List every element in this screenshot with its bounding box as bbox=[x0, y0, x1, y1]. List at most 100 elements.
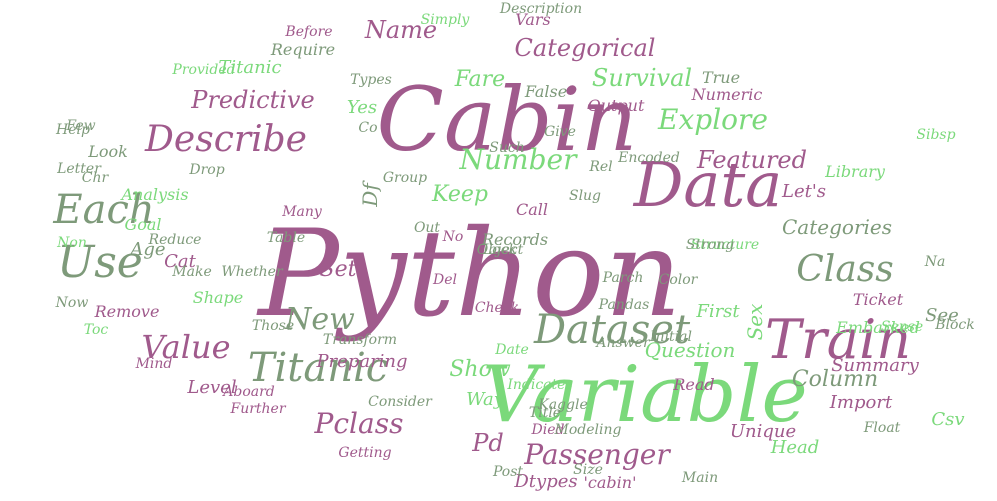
cloud-word: Toc bbox=[83, 322, 109, 338]
cloud-word: Titanic bbox=[218, 57, 282, 78]
cloud-word: Cat bbox=[164, 251, 196, 272]
cloud-word: Now bbox=[55, 295, 89, 311]
cloud-word: Set bbox=[319, 257, 357, 282]
cloud-word: Such bbox=[489, 140, 525, 156]
cloud-word: Shape bbox=[192, 288, 244, 307]
cloud-word: 'cabin' bbox=[583, 473, 637, 492]
cloud-word: Title bbox=[528, 405, 562, 421]
cloud-word: Dtypes bbox=[514, 471, 578, 492]
cloud-word: Float bbox=[863, 420, 901, 436]
cloud-word: Call bbox=[515, 200, 549, 219]
cloud-word: Passenger bbox=[524, 438, 670, 471]
cloud-word: False bbox=[524, 82, 568, 101]
cloud-word: Color bbox=[658, 272, 698, 288]
cloud-word: Pandas bbox=[598, 297, 650, 313]
cloud-word: Preparing bbox=[316, 351, 408, 372]
cloud-word: Question bbox=[644, 338, 736, 362]
cloud-word: Out bbox=[413, 220, 441, 236]
cloud-word: Head bbox=[770, 437, 820, 458]
cloud-word: Simply bbox=[420, 12, 470, 28]
cloud-word: Answer bbox=[596, 335, 650, 351]
cloud-word: Remove bbox=[94, 302, 160, 321]
cloud-word: Drop bbox=[189, 162, 225, 178]
cloud-word: Name bbox=[364, 16, 438, 44]
cloud-word: Consider bbox=[368, 394, 432, 410]
cloud-word: Number bbox=[459, 143, 577, 176]
cloud-word: Predictive bbox=[191, 86, 315, 114]
cloud-word: Level bbox=[187, 377, 237, 398]
cloud-word: Group bbox=[382, 170, 428, 186]
cloud-word: Before bbox=[285, 24, 333, 40]
cloud-word: Block bbox=[935, 317, 975, 333]
cloud-word: Yes bbox=[346, 97, 378, 118]
cloud-word: Class bbox=[796, 249, 894, 290]
cloud-word: Age bbox=[130, 239, 166, 260]
cloud-word: Categories bbox=[782, 215, 892, 239]
cloud-word: Those bbox=[251, 318, 295, 334]
cloud-word: Getting bbox=[338, 445, 392, 461]
cloud-word: See bbox=[925, 305, 959, 326]
cloud-word: Unique bbox=[729, 421, 797, 442]
cloud-word: Reduce bbox=[148, 232, 202, 248]
cloud-word: Died bbox=[531, 422, 565, 438]
cloud-word: Pd bbox=[472, 429, 504, 457]
cloud-word: Further bbox=[230, 401, 286, 417]
cloud-word: Provided bbox=[172, 62, 236, 78]
cloud-word: Output bbox=[587, 96, 645, 115]
cloud-word: Goal bbox=[124, 215, 162, 234]
cloud-word: Slug bbox=[568, 188, 602, 204]
cloud-word: Non bbox=[57, 235, 87, 251]
cloud-word: Parch bbox=[602, 270, 644, 286]
cloud-word: Size bbox=[573, 462, 603, 478]
cloud-word: Date bbox=[495, 342, 529, 358]
cloud-word: Post bbox=[492, 464, 524, 480]
cloud-word: Strong bbox=[685, 237, 735, 253]
cloud-word: Object bbox=[476, 242, 524, 258]
cloud-word: Each bbox=[53, 187, 155, 233]
cloud-word: True bbox=[701, 68, 741, 87]
cloud-word: New bbox=[285, 302, 355, 337]
cloud-word: Na bbox=[924, 254, 946, 270]
cloud-word: Types bbox=[350, 72, 392, 88]
cloud-word: Co bbox=[358, 120, 378, 136]
cloud-word: Mind bbox=[135, 356, 173, 372]
cloud-word: Summary bbox=[831, 355, 919, 376]
cloud-word: Sense bbox=[880, 319, 924, 335]
cloud-word: Table bbox=[266, 230, 306, 246]
cloud-word: Keep bbox=[432, 182, 488, 207]
cloud-word: Df bbox=[358, 183, 382, 207]
cloud-word: Whether bbox=[221, 264, 283, 280]
cloud-word: Pclass bbox=[314, 407, 404, 440]
cloud-word: Analysis bbox=[121, 185, 189, 204]
cloud-word: Look bbox=[88, 142, 128, 161]
cloud-word: Sex bbox=[743, 303, 767, 341]
cloud-word: Fare bbox=[454, 67, 506, 92]
cloud-word: Encoded bbox=[618, 150, 680, 166]
cloud-word: Let's bbox=[781, 181, 827, 202]
cloud-word: Del bbox=[433, 272, 457, 288]
cloud-word: Use bbox=[57, 237, 143, 288]
cloud-word: Read bbox=[673, 375, 715, 394]
cloud-word: Initial bbox=[650, 329, 692, 345]
cloud-word: Aboard bbox=[223, 384, 275, 400]
cloud-word: Kaggle bbox=[538, 397, 588, 413]
cloud-word: Way bbox=[466, 389, 504, 410]
cloud-word: Give bbox=[544, 124, 576, 140]
cloud-word: Titanic bbox=[247, 345, 389, 391]
cloud-word: First bbox=[696, 301, 740, 322]
cloud-word: Ticket bbox=[852, 290, 904, 309]
cloud-word: Show bbox=[449, 357, 511, 382]
cloud-word: Sibsp bbox=[916, 127, 956, 143]
cloud-word: Rel bbox=[589, 159, 613, 175]
cloud-word: Many bbox=[282, 204, 322, 220]
cloud-word: Modeling bbox=[554, 422, 622, 438]
cloud-word: Transform bbox=[322, 332, 398, 348]
cloud-word: Help bbox=[56, 122, 90, 138]
cloud-word: Featured bbox=[697, 146, 807, 174]
cloud-word: Records bbox=[481, 230, 549, 249]
cloud-word: Column bbox=[791, 367, 879, 392]
cloud-word: Cabin bbox=[376, 68, 638, 171]
cloud-word: Structure bbox=[690, 237, 760, 253]
cloud-word: Vars bbox=[515, 10, 551, 29]
